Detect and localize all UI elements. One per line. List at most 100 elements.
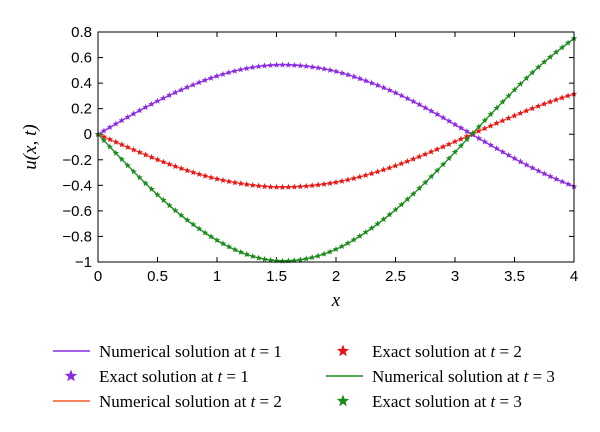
- data-point: [404, 95, 411, 102]
- data-point: [261, 62, 268, 69]
- data-point: [249, 181, 256, 188]
- data-point: [392, 162, 399, 169]
- tick-labels: 0 0.5 1 1.5 2 2.5 3 3.5 4 −1 −0.8 −0.6 −0.4 −0.2 0 0.2 0…: [62, 24, 578, 285]
- data-point: [529, 69, 536, 76]
- data-point: [505, 92, 512, 99]
- data-point: [410, 98, 417, 105]
- data-point: [546, 173, 554, 180]
- data-point: [564, 92, 572, 99]
- data-point: [112, 149, 120, 156]
- y-tick-label: −0.8: [62, 228, 92, 245]
- data-point: [267, 183, 274, 190]
- data-point: [160, 196, 167, 203]
- data-point: [362, 171, 369, 178]
- data-point: [154, 191, 161, 198]
- data-point: [326, 66, 334, 73]
- axis-ticks: [97, 31, 575, 263]
- x-tick-label: 0.5: [147, 268, 168, 285]
- data-point: [505, 151, 512, 158]
- data-point: [499, 98, 506, 105]
- data-point: [558, 44, 566, 51]
- data-point: [416, 184, 423, 192]
- data-point: [118, 117, 126, 124]
- legend-label: Numerical solution at t = 1: [99, 342, 282, 361]
- data-point: [195, 225, 203, 232]
- data-point: [392, 206, 399, 213]
- data-point: [404, 157, 411, 165]
- data-point: [332, 68, 340, 75]
- data-point: [368, 170, 375, 177]
- data-point: [225, 178, 233, 185]
- data-point: [439, 114, 447, 121]
- data-point: [172, 207, 179, 214]
- data-point: [386, 211, 393, 218]
- legend-star-swatch: [64, 369, 78, 382]
- data-point: [237, 248, 245, 255]
- y-tick-label: −0.4: [62, 177, 92, 194]
- data-point: [303, 62, 310, 69]
- data-point: [219, 240, 227, 247]
- legend-item: Exact solution at t = 1: [64, 367, 249, 386]
- legend-label: Numerical solution at t = 2: [99, 392, 282, 411]
- data-point: [422, 150, 429, 158]
- data-point: [433, 145, 441, 153]
- data-point: [546, 98, 554, 105]
- data-point: [285, 257, 292, 264]
- data-point: [463, 136, 471, 143]
- data-point: [380, 166, 387, 173]
- data-point: [243, 251, 250, 258]
- data-point: [279, 61, 286, 68]
- y-tick-label: 0.2: [71, 101, 92, 118]
- data-point: [344, 176, 352, 183]
- y-tick-label: 0: [84, 126, 92, 143]
- data-point: [457, 142, 465, 149]
- data-point: [398, 160, 405, 167]
- data-point: [445, 117, 453, 124]
- data-point: [320, 65, 328, 72]
- data-point: [517, 109, 524, 116]
- data-point: [439, 161, 447, 168]
- data-point: [499, 117, 506, 124]
- data-point: [558, 94, 566, 101]
- data-point: [308, 254, 316, 261]
- data-point: [499, 148, 506, 155]
- data-point: [463, 128, 471, 135]
- data-point: [303, 255, 310, 262]
- data-point: [350, 73, 358, 80]
- data-point: [493, 119, 500, 127]
- data-point: [243, 181, 250, 188]
- data-point: [338, 242, 346, 250]
- data-point: [255, 254, 262, 261]
- x-tick-label: 3: [451, 268, 459, 285]
- data-point: [475, 134, 483, 142]
- series-markers: [94, 34, 578, 264]
- data-point: [255, 63, 262, 70]
- y-tick-label: 0.6: [71, 50, 92, 67]
- data-point: [451, 138, 459, 145]
- data-point: [558, 178, 566, 185]
- data-point: [124, 143, 131, 151]
- data-point: [213, 175, 221, 182]
- data-point: [243, 65, 250, 72]
- data-point: [410, 190, 417, 197]
- data-point: [368, 224, 375, 231]
- data-point: [142, 180, 149, 187]
- x-tick-label: 1.5: [266, 268, 287, 285]
- data-point: [487, 141, 494, 148]
- data-point: [172, 89, 179, 96]
- data-point: [517, 158, 524, 165]
- data-point: [148, 185, 155, 192]
- data-point: [189, 81, 197, 88]
- legend-item: Numerical solution at t = 2: [53, 392, 282, 411]
- data-point: [160, 94, 167, 101]
- data-point: [386, 164, 393, 171]
- data-point: [285, 61, 292, 68]
- data-point: [130, 110, 137, 117]
- data-point: [332, 178, 340, 186]
- y-tick-label: −0.6: [62, 203, 92, 220]
- data-point: [291, 61, 298, 68]
- plot-area: [94, 34, 578, 264]
- data-point: [511, 86, 518, 93]
- data-point: [148, 153, 155, 161]
